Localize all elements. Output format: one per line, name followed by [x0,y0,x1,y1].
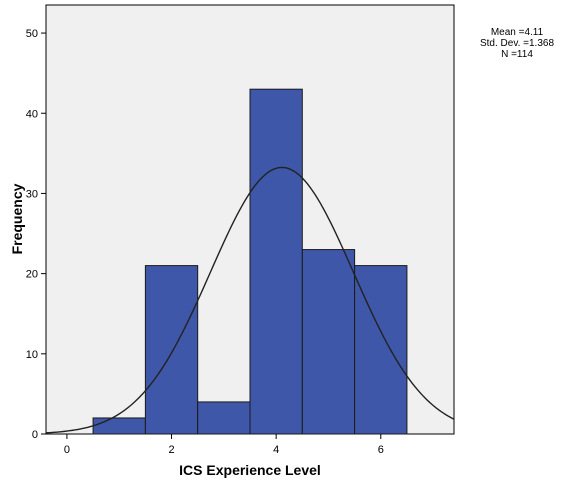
y-tick-label: 10 [26,349,38,361]
x-tick-label: 0 [64,444,70,456]
stats-std-dev: Std. Dev. =1.368 [479,38,555,49]
stats-n: N =114 [501,49,533,60]
x-axis-label: ICS Experience Level [179,462,321,478]
y-tick-label: 20 [26,269,38,281]
stats-box: Mean =4.11 Std. Dev. =1.368 N =114 [470,27,564,60]
y-tick-label: 40 [26,108,38,120]
y-tick-label: 0 [32,429,38,441]
histogram-bar [197,401,251,435]
bars-group [92,88,408,435]
histogram-bar [144,265,199,435]
histogram-bar [301,249,356,435]
x-axis: 0 2 4 6 [64,434,384,456]
x-tick-label: 6 [378,444,384,456]
y-axis: 0 10 20 30 40 50 [26,28,46,441]
normal-curve [45,166,455,434]
histogram-bar [249,88,303,435]
y-tick-label: 50 [26,28,38,40]
y-tick-label: 30 [26,188,38,200]
x-tick-label: 4 [273,444,279,456]
x-tick-label: 2 [168,444,174,456]
y-axis-label: Frequency [9,183,25,254]
stats-mean: Mean =4.11 [490,27,544,38]
histogram-bar [92,417,146,435]
